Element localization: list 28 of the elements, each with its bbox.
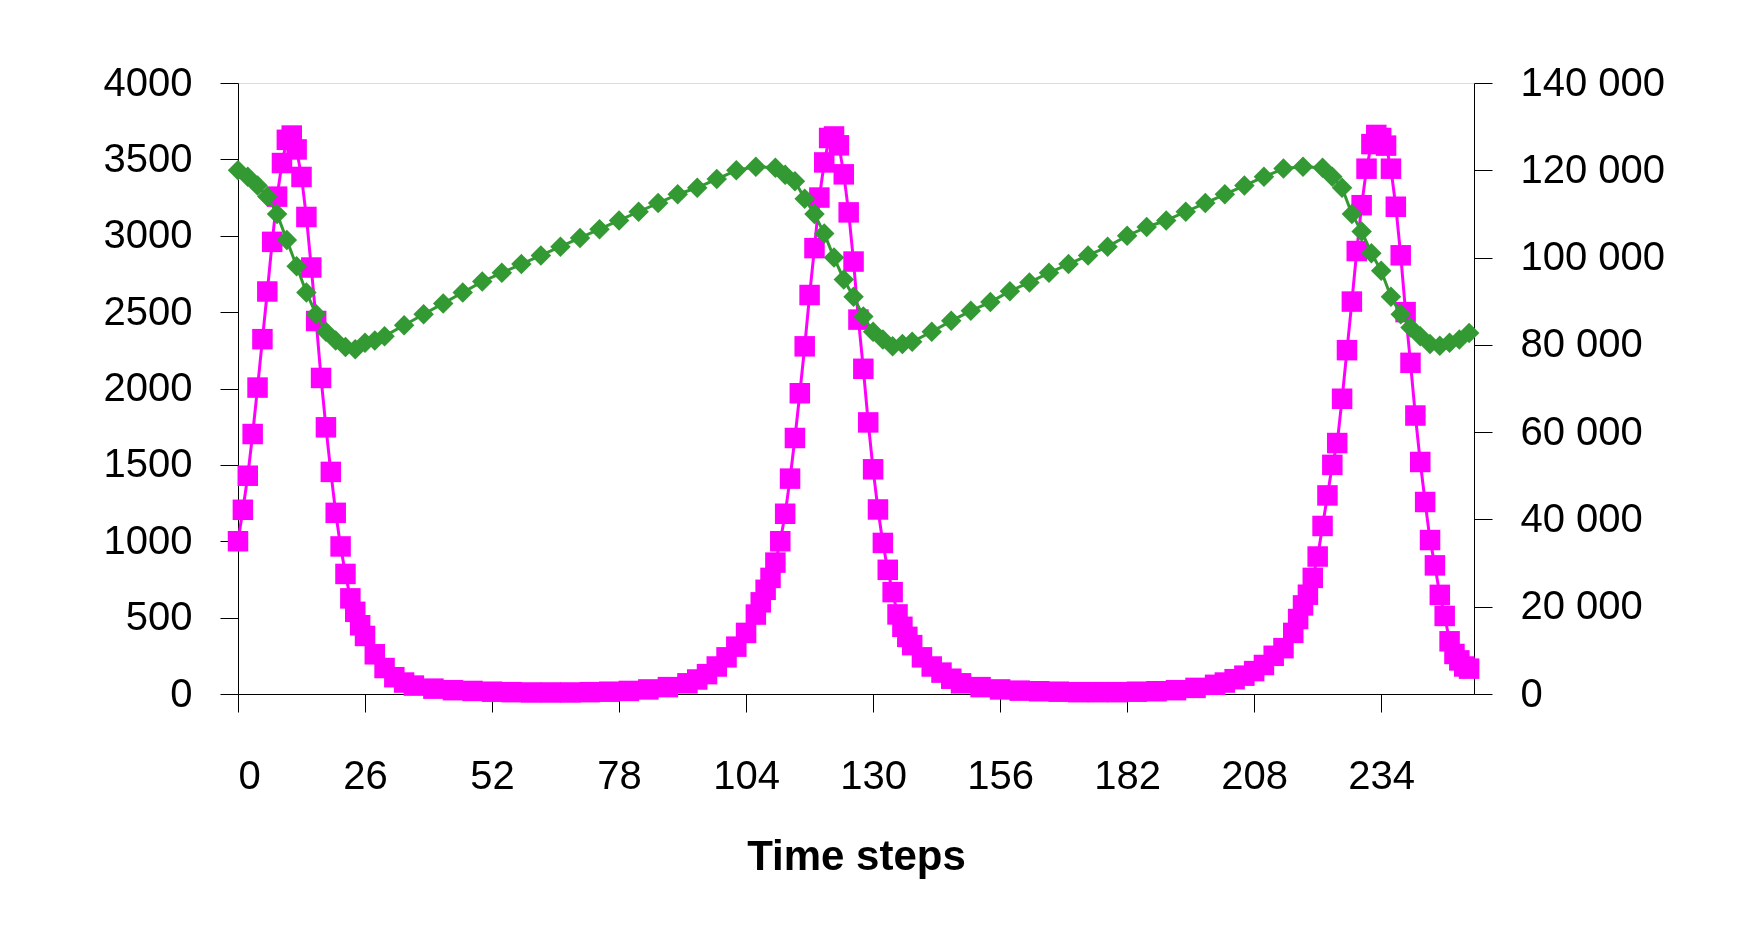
x-tick-label: 0	[238, 752, 261, 797]
x-tick-label: 156	[967, 752, 1034, 797]
x-tick-label: 26	[343, 752, 388, 797]
x-tick-label: 234	[1348, 752, 1416, 797]
y2-tick-label: 0	[1520, 670, 1543, 715]
y2-tick-label: 80 000	[1520, 321, 1643, 366]
y-tick-label: 4000	[103, 59, 193, 104]
y-tick-label: 1500	[103, 441, 193, 486]
x-axis-title: Time steps	[747, 831, 966, 879]
y2-tick-label: 120 000	[1520, 146, 1666, 191]
y2-tick-label: 140 000	[1520, 59, 1666, 104]
y-tick-label: 3500	[103, 135, 193, 180]
y-tick-label: 2000	[103, 365, 193, 409]
x-tick-label: 52	[470, 752, 515, 797]
y2-tick-label: 20 000	[1520, 583, 1643, 628]
y-tick-label: 3000	[103, 212, 193, 257]
x-tick-label: 78	[597, 752, 642, 797]
y2-tick-label: 40 000	[1520, 495, 1643, 540]
x-tick-label: 130	[840, 752, 907, 797]
y-tick-label: 1000	[103, 517, 193, 562]
y2-tick-label: 60 000	[1520, 408, 1643, 453]
x-tick-label: 208	[1221, 752, 1289, 797]
y-tick-label: 2500	[103, 288, 193, 333]
y2-tick-label: 100 000	[1520, 234, 1666, 279]
y-tick-label: 500	[125, 594, 193, 639]
y-tick-label: 0	[170, 670, 193, 715]
x-tick-label: 104	[713, 752, 780, 797]
x-tick-label: 182	[1094, 752, 1162, 797]
